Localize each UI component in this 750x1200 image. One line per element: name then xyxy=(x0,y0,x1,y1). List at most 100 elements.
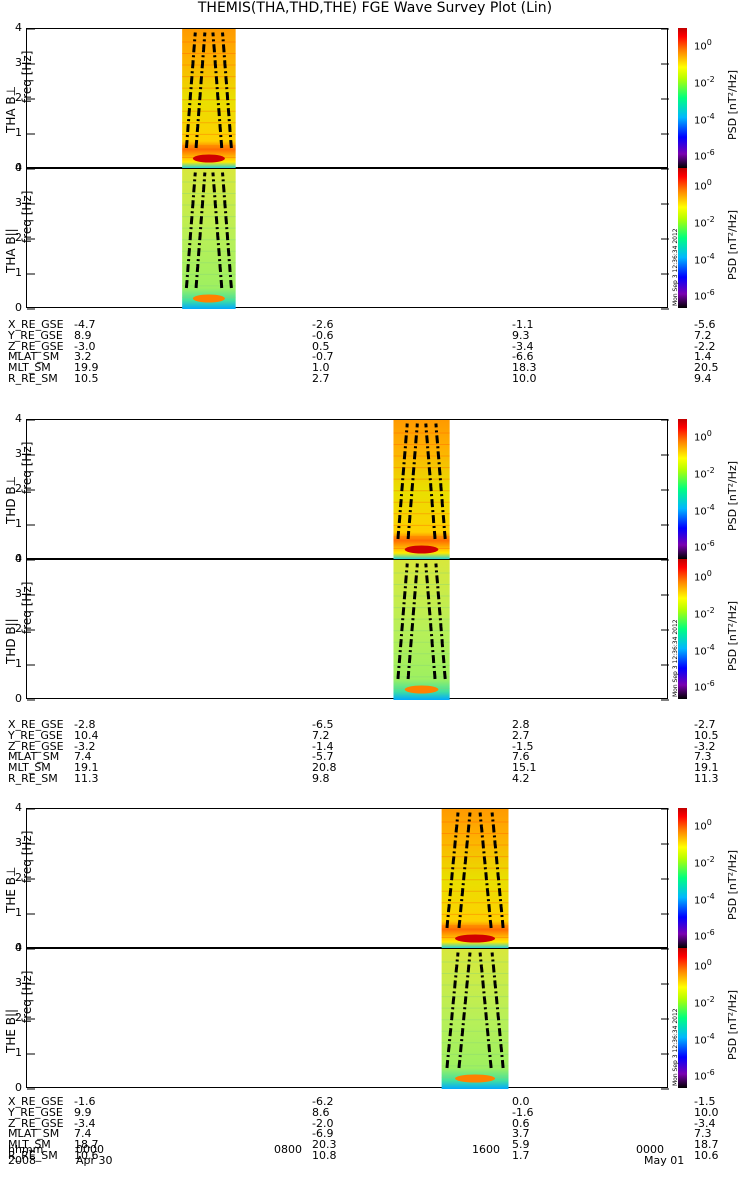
ephemeris-row: R_RE_SM 10.6 10.8 1.7 10.6 xyxy=(8,1148,748,1162)
y-tick-label: 4 xyxy=(15,21,22,34)
ephemeris-value: 8.9 xyxy=(74,328,92,342)
ephemeris-label: Z_RE_GSE xyxy=(8,339,64,353)
ephemeris-row: MLT_SM 19.9 1.0 18.3 20.5 xyxy=(8,361,748,375)
colorbar-tick-label: 10-6 xyxy=(694,539,715,554)
gyrofrequency-curve xyxy=(434,423,447,540)
colorbar xyxy=(678,808,687,948)
ephemeris-value: -2.7 xyxy=(694,718,716,731)
ephemeris-value: 7.2 xyxy=(312,728,330,742)
ephemeris-value: -2.8 xyxy=(74,718,96,731)
ephemeris-value: 10.5 xyxy=(74,371,99,385)
ephemeris-value: 1.7 xyxy=(512,1148,530,1162)
ephemeris-row: MLAT_SM 3.2 -0.7 -6.6 1.4 xyxy=(8,350,748,364)
start-date-label: Apr 30 xyxy=(76,1153,113,1167)
gyrofrequency-curve xyxy=(457,952,472,1069)
gyrofrequency-curve xyxy=(396,423,409,540)
low-frequency-peak xyxy=(404,685,439,694)
y-tick-label: 4 xyxy=(15,552,22,565)
time-tick-1: 0800 xyxy=(274,1143,302,1156)
ephemeris-value: 10.5 xyxy=(694,728,719,742)
ephemeris-label: Y_RE_GSE xyxy=(8,328,63,342)
ephemeris-value: 18.3 xyxy=(512,361,537,375)
generation-timestamp: Mon Sep 3 12:36:34 2012 xyxy=(672,1008,679,1086)
panel-ylabel: THD B|| xyxy=(4,618,18,664)
colorbar-tick-label: 10-2 xyxy=(694,855,715,870)
ephemeris-block: X_RE_GSE -1.6 -6.2 0.0 -1.5 Y_RE_GSE 9.9 8.6 -1.… xyxy=(8,1095,748,1162)
gyrofrequency-curve xyxy=(211,32,224,149)
spectrogram-svg xyxy=(27,168,669,310)
ephemeris-row: X_RE_GSE -4.7 -2.6 -1.1 -5.6 xyxy=(8,318,748,331)
ephemeris-value: -3.2 xyxy=(74,739,96,753)
end-date-label: May 01 xyxy=(644,1153,685,1167)
ephemeris-value: 7.6 xyxy=(512,750,530,764)
y-tick-label: 2 xyxy=(15,482,22,495)
gyrofrequency-curve xyxy=(396,563,409,680)
gyrofrequency-curve xyxy=(221,32,233,149)
ephemeris-row: Y_RE_GSE 9.9 8.6 -1.6 10.0 xyxy=(8,1105,748,1119)
ephemeris-value: 0.0 xyxy=(512,1095,530,1108)
ephemeris-value: -1.5 xyxy=(694,1095,716,1108)
ephemeris-value: -1.1 xyxy=(512,318,534,331)
ephemeris-label: Z_RE_GSE xyxy=(8,739,64,753)
ephemeris-value: -6.6 xyxy=(512,350,534,364)
colorbar-tick-label: 10-4 xyxy=(694,503,715,518)
colorbar-label: PSD [nT²/Hz] xyxy=(726,209,739,280)
generation-timestamp: Mon Sep 3 12:36:34 2012 xyxy=(672,228,679,306)
y-tick-label: 4 xyxy=(15,412,22,425)
ephemeris-value: 11.3 xyxy=(74,771,99,785)
ephemeris-value: -4.7 xyxy=(74,318,96,331)
ephemeris-value: -3.0 xyxy=(74,339,96,353)
ephemeris-value: 7.4 xyxy=(74,750,92,764)
ephemeris-label: MLAT_SM xyxy=(8,1127,60,1141)
ephemeris-label: MLAT_SM xyxy=(8,350,60,364)
y-tick-label: 3 xyxy=(15,196,22,209)
panel-unit-label: freq [Hz] xyxy=(20,830,34,883)
ephemeris-value: -1.5 xyxy=(512,739,534,753)
ephemeris-value: 4.2 xyxy=(512,771,530,785)
panel-ylabel: THA B|| xyxy=(4,228,18,273)
ephemeris-row: MLAT_SM 7.4 -5.7 7.6 7.3 xyxy=(8,750,748,764)
panel-unit-label: freq [Hz] xyxy=(20,190,34,243)
spectrogram-svg xyxy=(27,808,669,950)
spectrogram-svg xyxy=(27,419,669,561)
panel-ylabel: THA B⊥ xyxy=(4,85,18,133)
ephemeris-value: -3.2 xyxy=(694,739,716,753)
gyrofrequency-curve xyxy=(194,172,207,289)
gyrofrequency-curve xyxy=(445,952,460,1069)
ephemeris-value: -1.4 xyxy=(312,739,334,753)
gyrofrequency-curve xyxy=(490,952,505,1069)
ephemeris-value: 20.5 xyxy=(694,361,719,375)
y-tick-label: 4 xyxy=(15,941,22,954)
ephemeris-row: MLAT_SM 7.4 -6.9 3.7 7.3 xyxy=(8,1127,748,1141)
y-tick-label: 2 xyxy=(15,1011,22,1024)
y-tick-label: 4 xyxy=(15,161,22,174)
colorbar-tick-label: 10-4 xyxy=(694,1032,715,1047)
gyrofrequency-curve xyxy=(490,812,505,929)
ephemeris-label: MLT_SM xyxy=(8,1138,51,1152)
spectrogram-panel xyxy=(26,559,669,701)
ephemeris-value: -0.7 xyxy=(312,350,334,364)
ephemeris-value: 20.8 xyxy=(312,761,337,775)
y-tick-label: 3 xyxy=(15,447,22,460)
ephemeris-value: 10.0 xyxy=(694,1105,719,1119)
ephemeris-value: 7.4 xyxy=(74,1127,92,1141)
colorbar-tick-label: 100 xyxy=(694,569,712,584)
colorbar-tick-label: 100 xyxy=(694,429,712,444)
colorbar-label: PSD [nT²/Hz] xyxy=(726,849,739,920)
ephemeris-value: -2.2 xyxy=(694,339,716,353)
y-tick-label: 0 xyxy=(15,301,22,314)
y-tick-label: 2 xyxy=(15,231,22,244)
ephemeris-row: MLT_SM 19.1 20.8 15.1 19.1 xyxy=(8,761,748,775)
y-tick-label: 1 xyxy=(15,906,22,919)
colorbar-tick-label: 10-4 xyxy=(694,892,715,907)
ephemeris-value: 10.4 xyxy=(74,728,99,742)
ephemeris-value: 15.1 xyxy=(512,761,537,775)
ephemeris-value: 10.8 xyxy=(312,1148,337,1162)
ephemeris-row: X_RE_GSE -2.8 -6.5 2.8 -2.7 xyxy=(8,718,748,731)
colorbar-tick-label: 10-6 xyxy=(694,1068,715,1083)
colorbar xyxy=(678,559,687,699)
colorbar-label: PSD [nT²/Hz] xyxy=(726,460,739,531)
ephemeris-value: 5.9 xyxy=(512,1138,530,1152)
colorbar-tick-label: 10-2 xyxy=(694,466,715,481)
ephemeris-row: R_RE_SM 10.5 2.7 10.0 9.4 xyxy=(8,371,748,385)
